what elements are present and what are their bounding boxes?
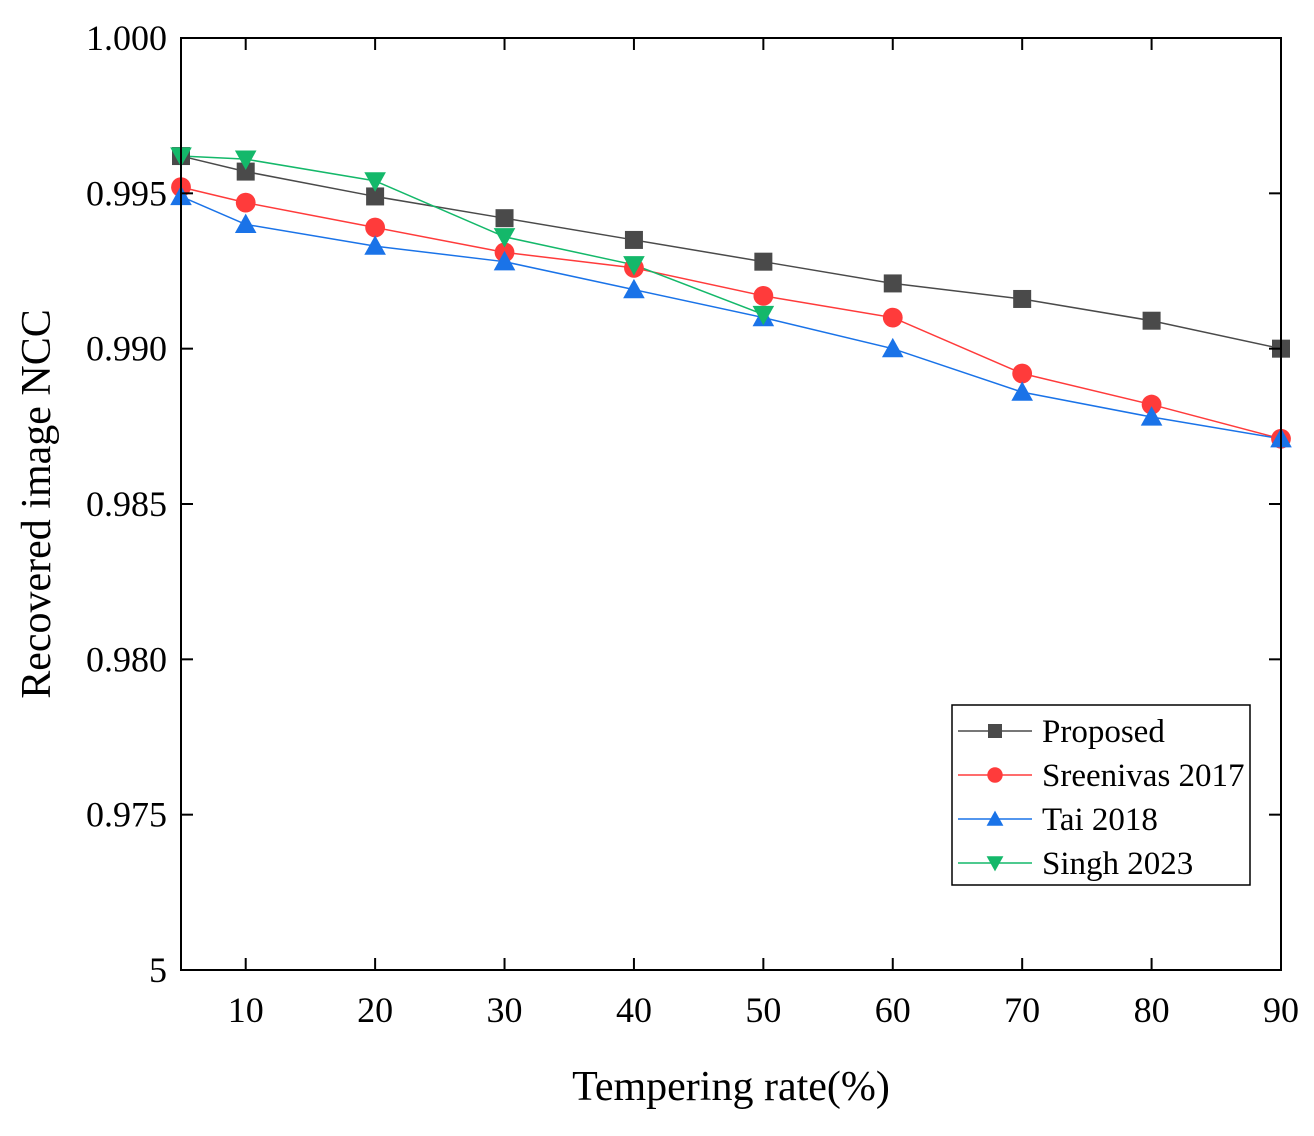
data-point-singh-2023 [752,305,775,326]
x-axis-title: Tempering rate(%) [572,1064,890,1110]
series-line-singh-2023 [180,155,764,316]
data-point-sreenivas-2017 [882,307,903,328]
y-tick-label: 1.000 [86,18,167,58]
data-point-proposed [366,187,385,206]
series-line-tai-2018 [180,195,1282,440]
legend-marker-sreenivas-2017 [987,767,1003,783]
legend-label-tai-2018: Tai 2018 [1042,802,1158,838]
data-point-proposed [754,252,773,271]
data-point-sreenivas-2017 [365,217,386,238]
data-point-tai-2018 [493,250,516,271]
data-point-proposed [1142,311,1161,330]
y-tick-label: 0.975 [86,795,167,835]
data-point-tai-2018 [1140,406,1163,426]
x-tick-label: 20 [357,990,393,1030]
data-point-tai-2018 [881,337,904,358]
y-tick-label: 0.995 [86,173,167,213]
data-point-proposed [495,209,514,228]
data-point-proposed [883,274,902,293]
data-point-singh-2023 [493,228,516,248]
data-point-proposed [236,162,255,181]
data-point-sreenivas-2017 [1012,363,1033,384]
x-tick-label: 60 [875,990,911,1030]
y-tick-label: 0.990 [86,329,167,369]
x-tick-label: 70 [1004,990,1040,1030]
legend-marker-tai-2018 [986,810,1004,826]
series-line-proposed [180,155,1282,350]
data-point-tai-2018 [364,235,386,255]
data-point-sreenivas-2017 [753,285,774,306]
data-point-proposed [1013,289,1032,308]
data-point-sreenivas-2017 [235,192,256,213]
x-tick-label: 90 [1263,990,1299,1030]
legend-label-proposed: Proposed [1042,714,1165,750]
legend-label-sreenivas-2017: Sreenivas 2017 [1042,758,1245,794]
axis-layer: 10 20 30 40 50 60 70 80 90 5 0.975 0.980 0.985 0.990 0… [86,18,1299,1030]
data-point-singh-2023 [364,172,386,192]
series-line-sreenivas-2017 [180,186,1282,440]
data-point-proposed [624,230,643,249]
data-point-tai-2018 [1011,381,1033,401]
data-point-tai-2018 [234,213,257,234]
y-tick-label: 5 [149,950,167,990]
legend-label-singh-2023: Singh 2023 [1042,846,1193,882]
y-tick-label: 0.985 [86,484,167,524]
x-tick-label: 40 [616,990,652,1030]
data-point-singh-2023 [623,256,645,276]
legend-marker-proposed [988,724,1002,738]
series-layer [170,147,1292,449]
x-tick-label: 30 [487,990,523,1030]
data-point-tai-2018 [623,278,645,299]
x-tick-label: 80 [1134,990,1170,1030]
x-tick-label: 50 [745,990,781,1030]
y-axis-title: Recovered image NCC [14,309,60,699]
legend: Proposed Sreenivas 2017 Tai 2018 Singh 2023 [951,704,1251,886]
data-point-sreenivas-2017 [1141,394,1162,415]
legend-marker-singh-2023 [986,856,1004,872]
x-tick-label: 10 [228,990,264,1030]
data-point-singh-2023 [234,150,257,170]
y-tick-label: 0.980 [86,639,167,679]
